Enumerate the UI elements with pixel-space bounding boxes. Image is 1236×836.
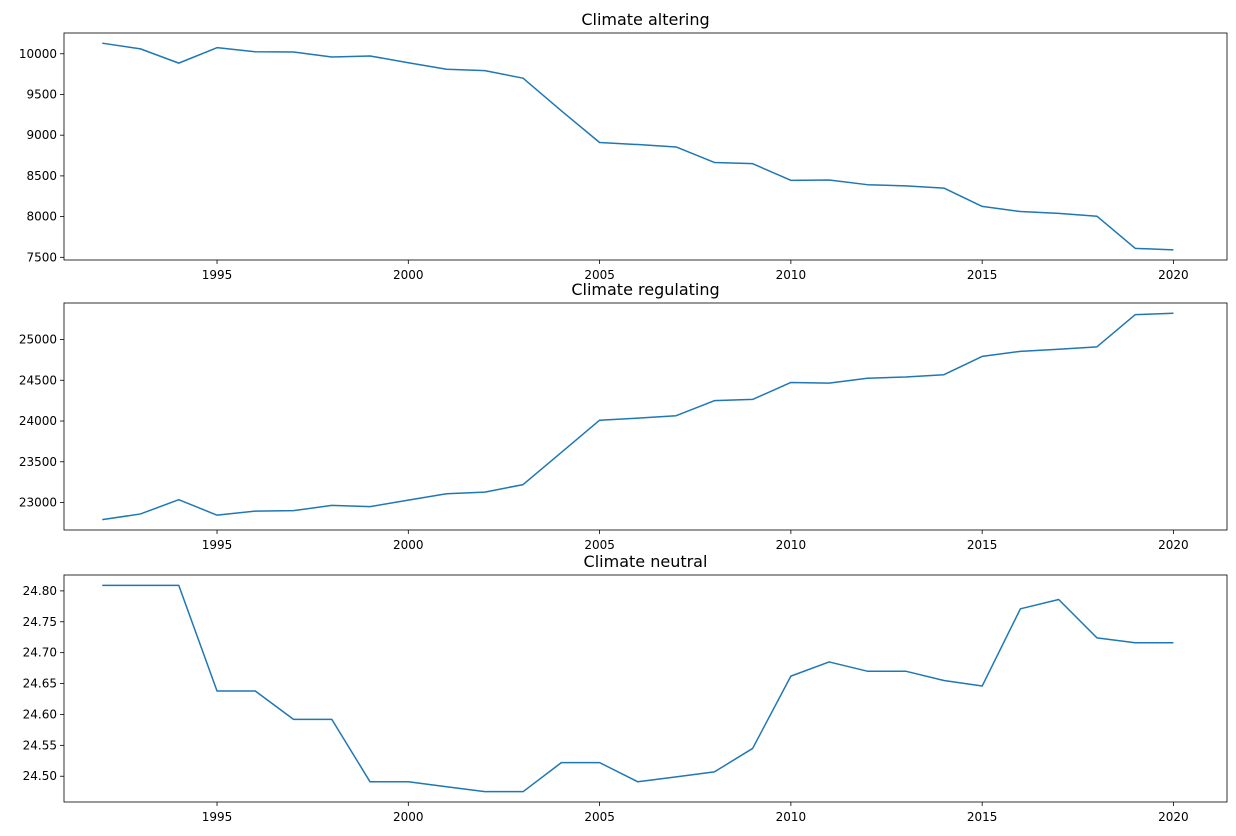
x-tick-label: 2000	[393, 810, 424, 824]
x-tick-label: 2000	[393, 268, 424, 282]
series-line	[102, 584, 1174, 793]
y-tick-label: 9500	[26, 87, 57, 101]
y-tick-label: 24.80	[23, 584, 57, 598]
x-tick-label: 1995	[202, 538, 233, 552]
axes-frame	[63, 574, 1228, 803]
y-tick-label: 23500	[19, 455, 57, 469]
chart-title: Climate neutral	[584, 552, 708, 571]
x-tick-label: 2020	[1158, 538, 1189, 552]
axes-frame	[63, 302, 1228, 531]
chart-title: Climate altering	[581, 10, 709, 29]
y-tick-label: 8000	[26, 210, 57, 224]
y-tick-label: 8500	[26, 169, 57, 183]
x-tick-label: 2020	[1158, 268, 1189, 282]
subplot-climate-regulating: Climate regulating 1995 2000 2005 2010 2015 2…	[19, 280, 1228, 552]
x-tick-label: 2015	[967, 268, 998, 282]
y-tick-label: 24.65	[23, 677, 57, 691]
y-tick-label: 24.50	[23, 769, 57, 783]
x-tick-label: 2010	[776, 268, 807, 282]
x-tick-label: 2005	[584, 268, 615, 282]
y-tick-label: 24000	[19, 414, 57, 428]
subplot-climate-altering: Climate altering 1995 2000 2005 2010 2015 202…	[19, 10, 1228, 282]
x-tick-label: 2020	[1158, 810, 1189, 824]
x-tick-label: 2005	[584, 810, 615, 824]
x-tick-label: 2010	[776, 810, 807, 824]
y-tick-label: 23000	[19, 496, 57, 510]
x-tick-label: 1995	[202, 268, 233, 282]
x-tick-label: 2015	[967, 810, 998, 824]
x-tick-label: 2000	[393, 538, 424, 552]
y-tick-label: 24.70	[23, 646, 57, 660]
y-tick-label: 24.60	[23, 707, 57, 721]
series-line	[102, 42, 1174, 251]
y-tick-label: 7500	[26, 250, 57, 264]
y-tick-label: 9000	[26, 128, 57, 142]
x-tick-label: 2005	[584, 538, 615, 552]
y-tick-label: 24.75	[23, 615, 57, 629]
y-tick-label: 24500	[19, 373, 57, 387]
y-tick-label: 25000	[19, 333, 57, 347]
x-tick-label: 1995	[202, 810, 233, 824]
series-line	[102, 312, 1174, 521]
axes-frame	[63, 32, 1228, 261]
subplot-climate-neutral: Climate neutral 1995 2000 2005 2010 2015 2020…	[23, 552, 1228, 824]
y-tick-label: 10000	[19, 47, 57, 61]
y-tick-label: 24.55	[23, 738, 57, 752]
x-tick-label: 2015	[967, 538, 998, 552]
chart-title: Climate regulating	[571, 280, 719, 299]
x-tick-label: 2010	[776, 538, 807, 552]
